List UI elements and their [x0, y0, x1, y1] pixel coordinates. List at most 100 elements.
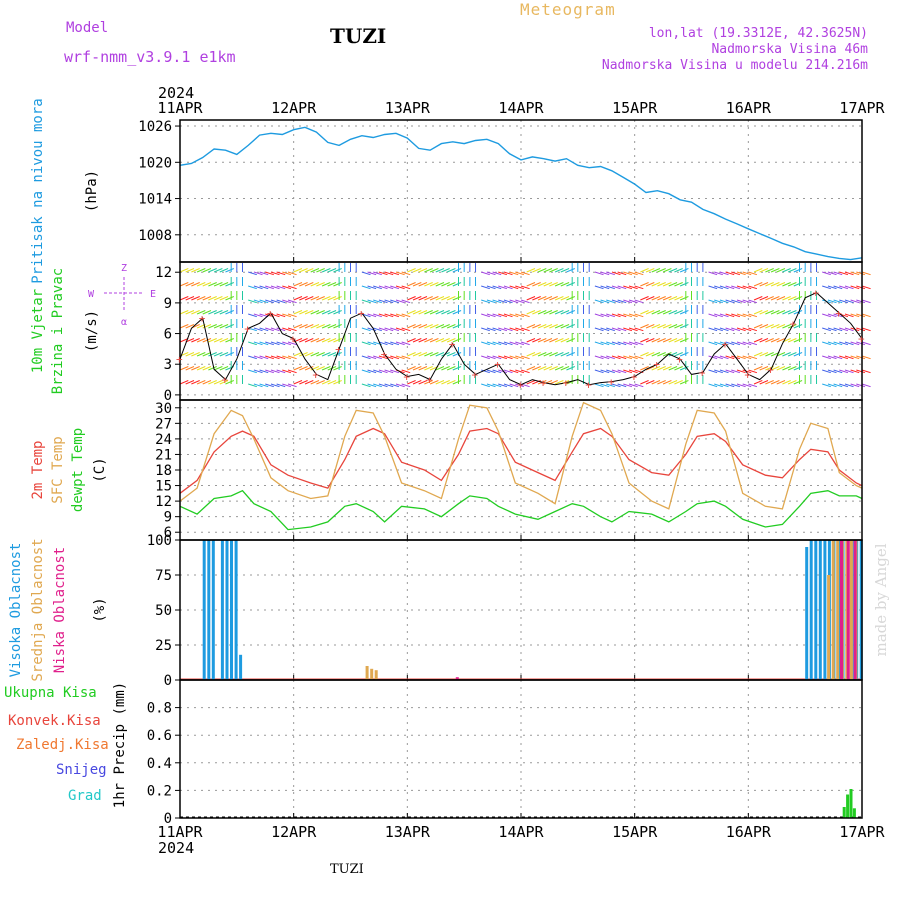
wind-arrow [248, 341, 257, 346]
wind-arrow [725, 271, 735, 276]
wind-gust-marker: + [676, 353, 683, 366]
model-elevation: Nadmorska Visina u modelu 214.216m [601, 58, 868, 73]
wind-arrow [208, 296, 217, 301]
wind-arrow [742, 355, 752, 360]
wind-arrow [361, 355, 371, 360]
wind-arrow [248, 355, 257, 360]
wind-arrow [310, 310, 320, 315]
y-tick-label: 1026 [138, 119, 172, 135]
wind-arrow [606, 327, 615, 332]
wind-arrow [748, 327, 758, 332]
footer-station: TUZI [330, 862, 364, 877]
wind-arrow [731, 383, 741, 388]
wind-arrow [657, 338, 666, 343]
wind-arrow [492, 369, 502, 374]
wind-arrow [424, 296, 433, 301]
wind-gust-marker: + [221, 374, 228, 387]
wind-arrow [662, 296, 672, 301]
wind-arrow [248, 369, 257, 374]
wind-arrow [179, 310, 189, 315]
high-cloud-bar [818, 540, 822, 680]
wind-arrow [265, 271, 274, 276]
wind-arrow [628, 285, 638, 290]
wind-arrow [560, 338, 570, 343]
wind-arrow [833, 341, 843, 346]
wind-arrow [259, 355, 269, 360]
wind-arrow [844, 299, 854, 304]
wind-arrow [640, 296, 649, 301]
wind-arrow [719, 369, 729, 374]
year-label-top: 2024 [158, 84, 194, 102]
wind-arrow [708, 383, 718, 388]
low-cloud-bar [846, 540, 850, 680]
model-label: Model [66, 20, 109, 36]
wind-arrow [418, 310, 428, 315]
wind-arrow [827, 327, 837, 332]
wind-arrow [714, 299, 723, 304]
wind-arrow [293, 324, 303, 329]
wind-arrow [208, 324, 217, 329]
wind-arrow [225, 380, 234, 385]
wind-arrow [765, 310, 774, 315]
wind-arrow [782, 310, 791, 315]
wind-arrow [793, 268, 803, 273]
wind-arrow [435, 338, 445, 343]
wind-arrow [429, 352, 439, 357]
wind-arrow [611, 271, 621, 276]
wind-arrow [861, 355, 871, 360]
wind-arrow [742, 369, 752, 374]
wind-arrow [787, 296, 797, 301]
wind-arrow [265, 355, 274, 360]
wind-arrow [253, 285, 263, 290]
wind-arrow [270, 299, 280, 304]
wind-arrow [424, 324, 433, 329]
wind-arrow [407, 296, 416, 301]
wind-arrow [759, 282, 769, 287]
wind-arrow [657, 380, 666, 385]
wind-arrow [640, 310, 649, 315]
wind-arrow [327, 310, 337, 315]
wind-arrow [611, 285, 621, 290]
wind-arrow [640, 338, 649, 343]
wind-arrow [446, 324, 456, 329]
wind-arrow [407, 310, 416, 315]
wind-arrow [543, 282, 553, 287]
wind-arrow [515, 271, 525, 276]
wind-arrow [373, 271, 382, 276]
wind-arrow [628, 327, 638, 332]
wind-arrow [600, 285, 610, 290]
wind-arrow [850, 355, 860, 360]
wind-arrow [662, 282, 672, 287]
wind-arrow [316, 352, 325, 357]
wind-arrow [179, 324, 189, 329]
wind-arrow [674, 380, 683, 385]
wind-arrow [395, 313, 405, 318]
wind-arrow [213, 310, 223, 315]
wind-arrow [248, 327, 257, 332]
wind-arrow [395, 285, 405, 290]
wind-arrow [770, 296, 780, 301]
wind-arrow [606, 355, 615, 360]
wind-arrow [503, 285, 513, 290]
wind-arrow [412, 296, 422, 301]
wind-arrow [606, 341, 615, 346]
wind-arrow [822, 341, 831, 346]
low-cloud-bar [853, 540, 857, 680]
wind-arrow [208, 282, 217, 287]
wind-arrow [225, 352, 234, 357]
wind-arrow [532, 366, 541, 371]
wind-arrow [532, 324, 541, 329]
wind-arrow [441, 296, 450, 301]
wind-arrow [299, 310, 308, 315]
wind-arrow [435, 352, 445, 357]
wind-arrow [515, 285, 525, 290]
wind-arrow [321, 296, 331, 301]
wind-arrow [606, 383, 615, 388]
wind-arrow [600, 271, 610, 276]
wind-arrow [185, 268, 195, 273]
legend-snijeg: Snijeg [56, 762, 107, 778]
wind-arrow [770, 366, 780, 371]
wind-arrow [219, 380, 229, 385]
wind-arrow [185, 296, 195, 301]
wind-arrow [321, 324, 331, 329]
